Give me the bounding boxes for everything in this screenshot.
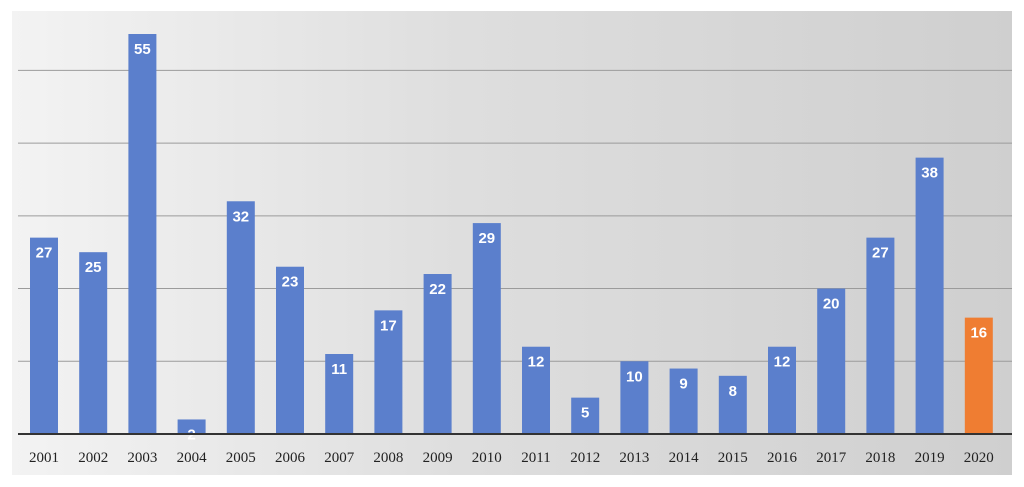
bar-value-label: 12	[774, 354, 791, 371]
x-tick-label: 2007	[324, 450, 355, 466]
x-tick-label: 2020	[964, 450, 994, 466]
x-tick-label: 2019	[915, 450, 945, 466]
x-tick-label: 2009	[423, 450, 453, 466]
x-tick-label: 2014	[669, 450, 700, 466]
bar-value-label: 8	[729, 383, 737, 400]
x-tick-label: 2008	[373, 450, 403, 466]
bar-value-label: 20	[823, 296, 840, 313]
x-tick-label: 2011	[521, 450, 550, 466]
bar-2008	[374, 310, 403, 434]
bar-2014	[669, 368, 698, 434]
bar-2012	[571, 397, 600, 434]
x-tick-label: 2015	[718, 450, 748, 466]
bar-value-label: 17	[380, 317, 397, 334]
bar-2002	[79, 252, 108, 434]
bar-2005	[226, 201, 255, 434]
x-tick-labels: 2001 2002 2003 2004 2005 2006 2007 2008 2009 2010…	[29, 450, 994, 466]
bar-2019	[915, 157, 944, 435]
bar-value-label: 22	[429, 281, 446, 298]
bar-value-label: 25	[85, 259, 102, 276]
bar-2001	[30, 237, 58, 434]
bar-value-label: 12	[528, 354, 545, 371]
bar-value-label: 9	[679, 376, 687, 393]
x-tick-label: 2003	[127, 450, 157, 466]
x-tick-label: 2001	[29, 450, 59, 466]
bar-value-label: 5	[581, 405, 589, 422]
bar-2018	[866, 237, 895, 434]
x-tick-label: 2012	[570, 450, 600, 466]
bar-2011	[522, 346, 550, 434]
bar-2009	[423, 274, 452, 434]
bar-2017	[817, 288, 846, 434]
bar-value-label: 23	[282, 274, 299, 291]
x-tick-label: 2013	[619, 450, 649, 466]
bar-value-label: 55	[134, 41, 151, 58]
bar-2003	[128, 34, 157, 434]
bar-value-label: 11	[331, 361, 347, 378]
x-tick-label: 2018	[865, 450, 895, 466]
x-tick-label: 2017	[816, 450, 847, 466]
gridlines	[18, 69, 1012, 362]
bar-2013	[620, 361, 649, 434]
bar-value-label: 32	[232, 208, 249, 225]
x-tick-label: 2016	[767, 450, 798, 466]
chart-background	[12, 11, 1012, 475]
bar-value-label: 27	[36, 245, 53, 262]
bar-value-label: 29	[478, 230, 495, 247]
bar-2015	[718, 375, 747, 434]
bars: 272555232231117222912510981220273816	[30, 34, 993, 443]
bar-2010	[472, 223, 501, 434]
x-tick-label: 2005	[226, 450, 256, 466]
x-tick-label: 2010	[472, 450, 502, 466]
bar-2016	[768, 346, 796, 434]
x-tick-label: 2002	[78, 450, 108, 466]
x-tick-label: 2006	[275, 450, 306, 466]
bar-value-label: 38	[921, 165, 938, 182]
bar-value-label: 27	[872, 245, 889, 262]
bar-2006	[276, 266, 304, 434]
bar-value-label: 10	[626, 368, 643, 385]
bar-2020	[964, 317, 993, 434]
bar-value-label: 16	[970, 325, 987, 342]
bar-2007	[325, 354, 354, 434]
x-tick-label: 2004	[177, 450, 208, 466]
bar-2004	[177, 419, 206, 434]
